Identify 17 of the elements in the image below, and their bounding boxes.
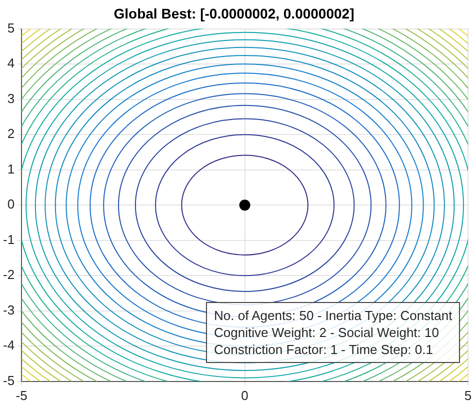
annotation: Constriction Factor: 1 - Time Step: 0.1 — [214, 341, 434, 358]
y-tick-label: 2 — [7, 126, 15, 142]
x-tick-label: 0 — [241, 388, 248, 403]
y-tick-label: 4 — [7, 56, 15, 71]
y-tick-label: 3 — [7, 90, 15, 106]
y-tick-label: 5 — [7, 20, 15, 36]
chart-title: Global Best: [-0.0000002, 0.0000002] — [114, 5, 354, 22]
y-tick-label: -1 — [2, 232, 15, 247]
annotation: Cognitive Weight: 2 - Social Weight: 10 — [214, 324, 440, 342]
x-tick-label: 5 — [464, 388, 472, 403]
y-tick-label: -4 — [2, 338, 15, 353]
y-tick-label: -5 — [2, 372, 15, 388]
y-tick-label: -2 — [2, 267, 15, 282]
y-tick-label: 1 — [7, 161, 15, 176]
y-tick-label: 0 — [7, 196, 15, 212]
y-tick-label: -3 — [2, 302, 15, 318]
annotation: No. of Agents: 50 - Inertia Type: Constant — [214, 307, 452, 324]
